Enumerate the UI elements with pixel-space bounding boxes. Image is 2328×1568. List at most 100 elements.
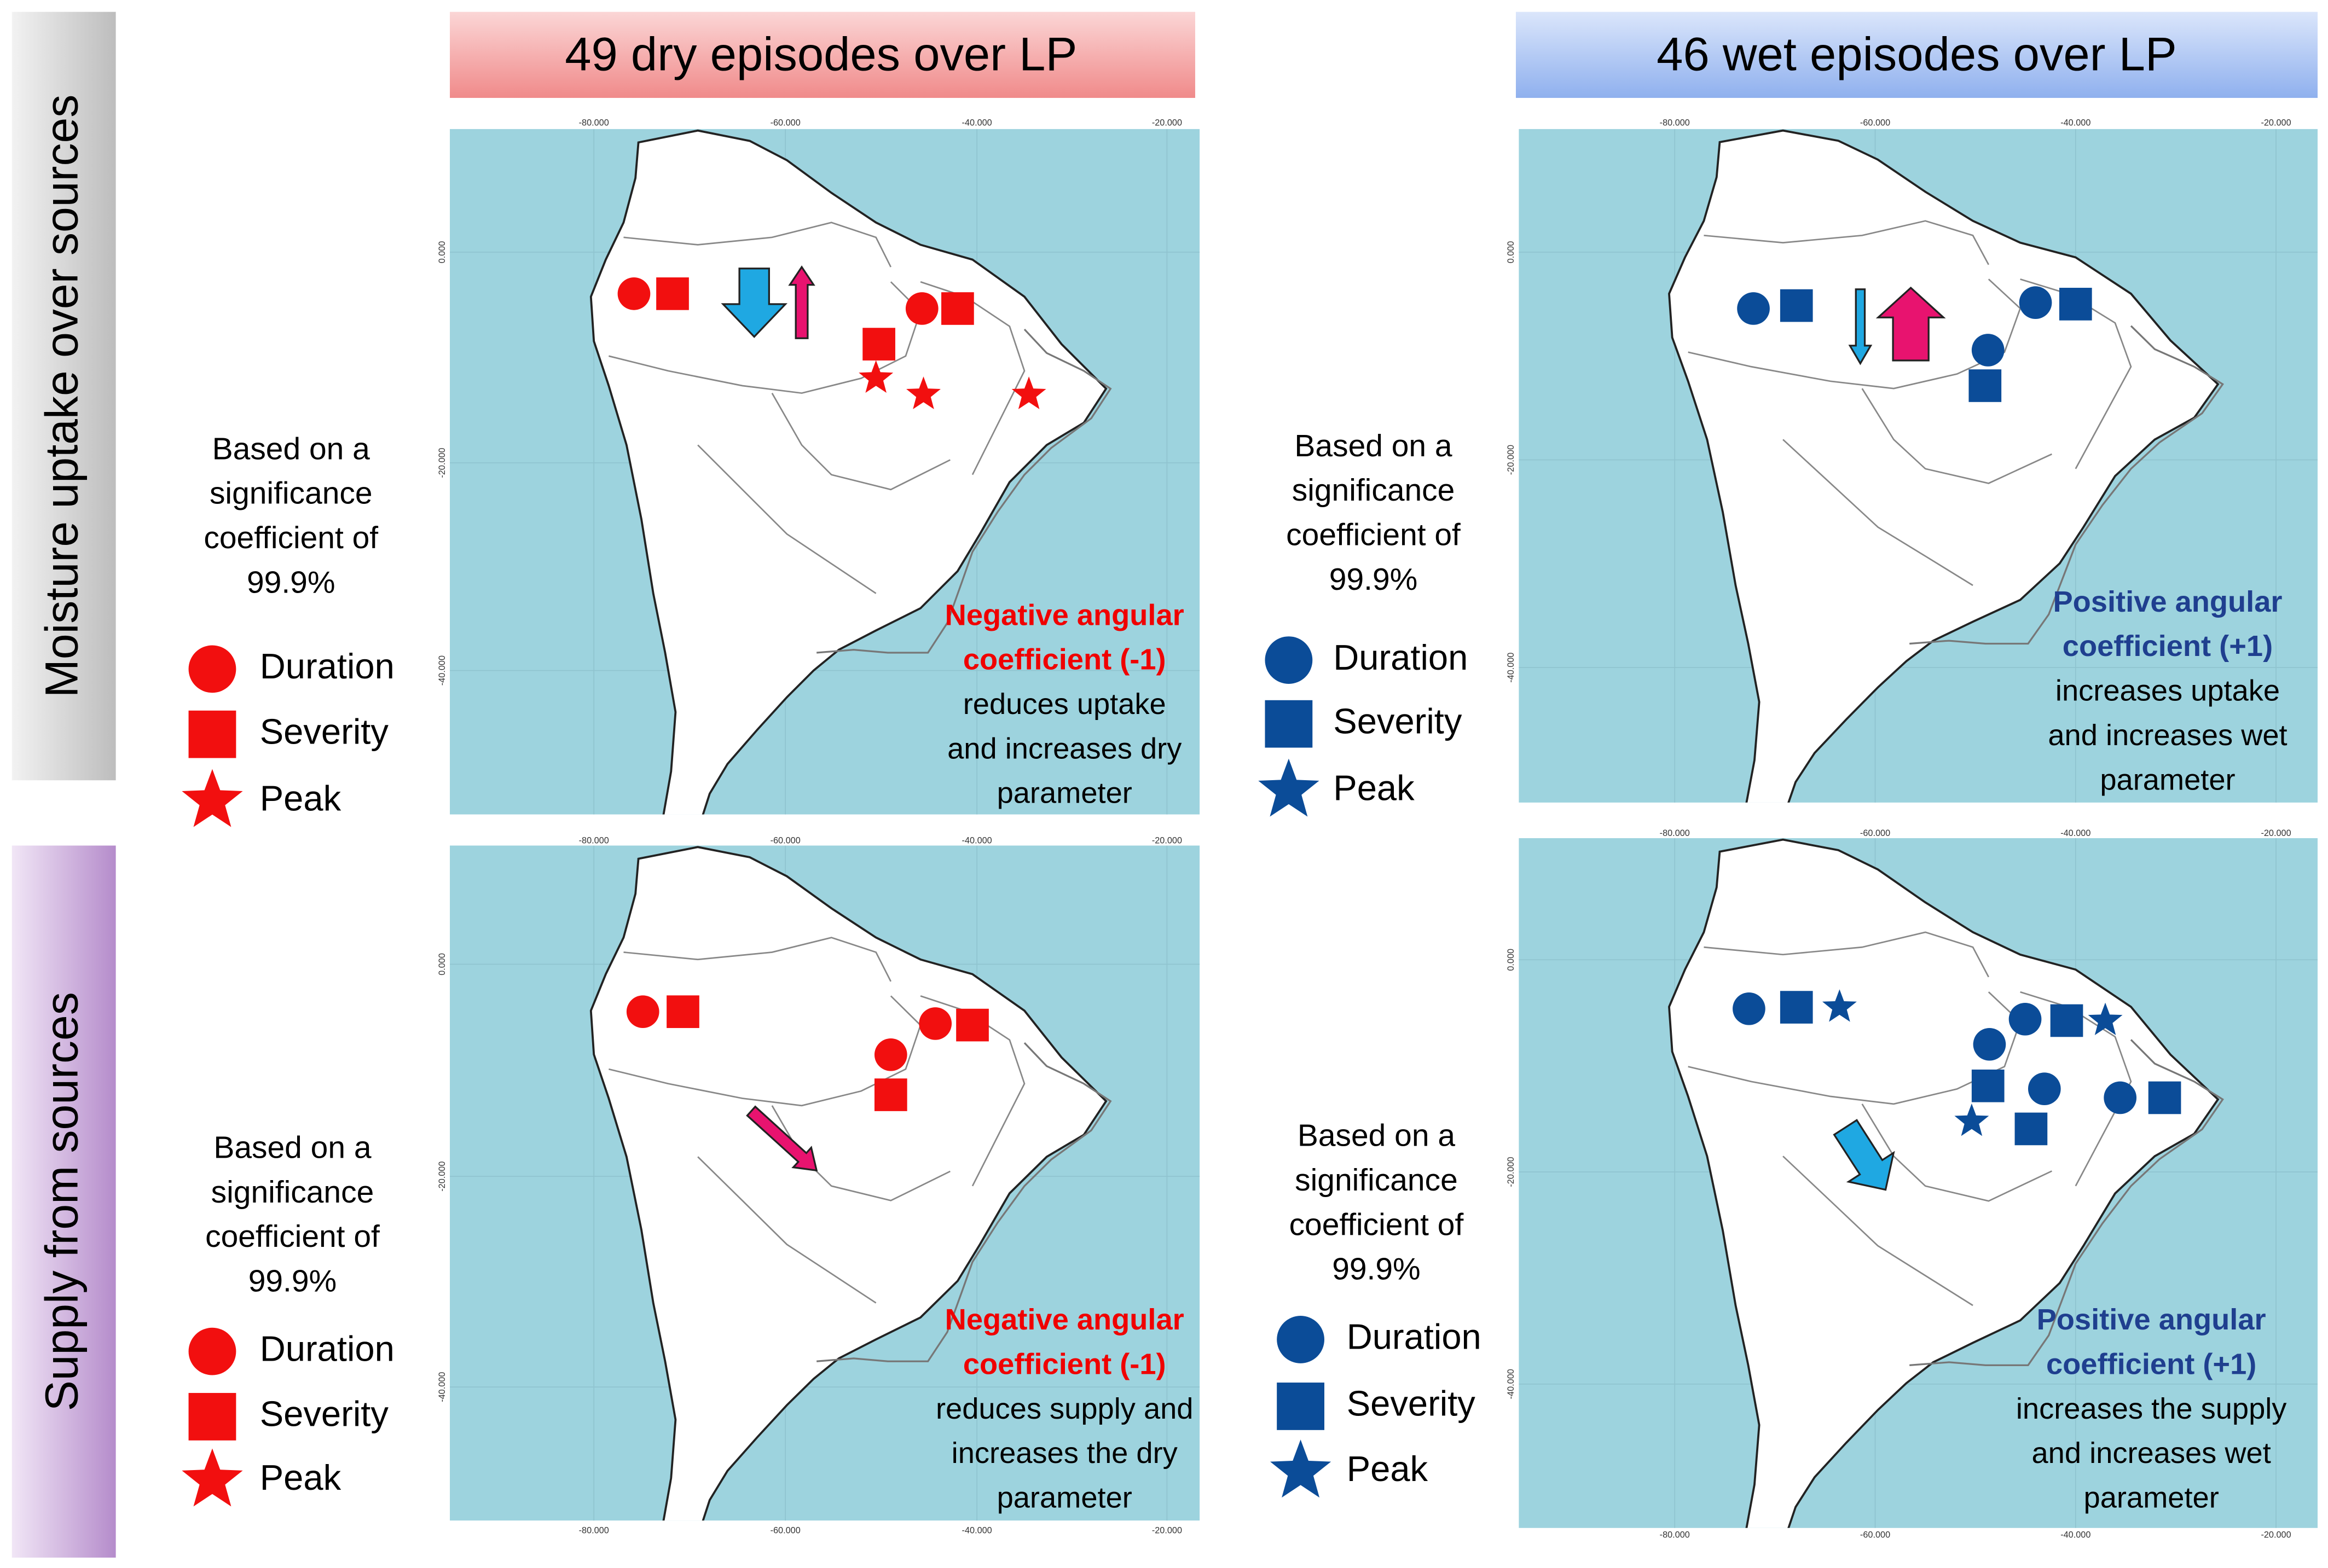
note-text: increases uptake: [2055, 675, 2280, 707]
significance-text: coefficient of: [204, 520, 378, 555]
duration-marker: [874, 1038, 907, 1071]
significance-text: Based on a: [1294, 428, 1452, 463]
trend-arrow: [1833, 1119, 1895, 1191]
eez-boundary: [816, 1042, 1112, 1362]
note-text: parameter: [2084, 1482, 2219, 1514]
note-emphasis: coefficient (-1): [963, 1348, 1166, 1381]
legend-label: Severity: [1333, 701, 1462, 741]
map-tick-label: 0.000: [437, 241, 447, 264]
severity-marker: [874, 1078, 907, 1111]
duration-marker: [1737, 292, 1770, 325]
severity-marker: [862, 328, 895, 361]
map-tick-label: -40.000: [2060, 1530, 2090, 1540]
significance-text: significance: [210, 476, 373, 511]
map-tick-label: -20.000: [2261, 118, 2291, 127]
significance-text: significance: [1295, 1163, 1458, 1198]
row-label-bar: [11, 11, 116, 781]
significance-text: 99.9%: [1332, 1252, 1420, 1287]
significance-text: coefficient of: [1289, 1207, 1464, 1242]
row-label: Supply from sources: [36, 992, 88, 1411]
map-tick-label: -20.000: [437, 1162, 447, 1192]
row-label-bar: [11, 845, 116, 1558]
map-tick-label: -40.000: [962, 836, 992, 846]
duration-marker: [2008, 1002, 2042, 1036]
severity-marker: [1780, 289, 1813, 322]
peak-marker: [182, 769, 243, 827]
significance-text: 99.9%: [1329, 562, 1417, 597]
legend-label: Severity: [1347, 1384, 1476, 1424]
trend-arrow: [1848, 288, 1873, 365]
significance-text: significance: [211, 1175, 374, 1210]
note-emphasis: Positive angular: [2037, 1303, 2266, 1336]
legend-label: Peak: [260, 778, 341, 818]
severity-marker: [1968, 369, 2002, 402]
peak-marker: [1954, 1104, 1989, 1136]
basin-boundary: [609, 995, 922, 1107]
significance-text: significance: [1292, 473, 1455, 508]
map-tick-label: -60.000: [771, 836, 801, 846]
row-label: Moisture uptake over sources: [36, 95, 88, 698]
duration-marker: [2104, 1081, 2137, 1114]
significance-text: 99.9%: [247, 565, 335, 600]
map-tick-label: 0.000: [437, 953, 447, 975]
map-tick-label: -60.000: [771, 1526, 801, 1536]
significance-text: 99.9%: [248, 1263, 337, 1298]
duration-marker: [626, 995, 659, 1029]
map-tick-label: -80.000: [1660, 828, 1690, 838]
column-title: 46 wet episodes over LP: [1657, 28, 2177, 81]
basin-boundary: [1861, 388, 2052, 484]
basin-boundary: [623, 222, 892, 268]
significance-text: coefficient of: [1286, 518, 1461, 553]
severity-marker: [956, 1008, 989, 1042]
map-tick-label: -20.000: [2261, 1530, 2291, 1540]
duration-marker: [1733, 992, 1765, 1025]
legend-label: Severity: [260, 1394, 389, 1434]
duration-marker: [1973, 1028, 2006, 1061]
note-emphasis: Negative angular: [945, 599, 1184, 631]
map-tick-label: -60.000: [1860, 1530, 1890, 1540]
map-tick-label: -40.000: [962, 1526, 992, 1536]
duration-marker: [919, 1007, 952, 1040]
peak-marker: [1011, 376, 1046, 409]
note-emphasis: Negative angular: [945, 1303, 1184, 1336]
map-tick-label: -40.000: [2060, 118, 2090, 127]
trend-arrow: [1875, 286, 1946, 362]
note-text: parameter: [997, 777, 1132, 810]
map-tick-label: -80.000: [579, 118, 609, 127]
note-text: and increases wet: [2048, 719, 2287, 752]
legend-label: Duration: [260, 1328, 395, 1368]
severity-marker: [941, 292, 974, 325]
legend-label: Peak: [260, 1457, 341, 1497]
significance-text: Based on a: [213, 1130, 371, 1165]
map-tick-label: -40.000: [962, 118, 992, 127]
map-tick-label: -80.000: [579, 1526, 609, 1536]
duration-marker: [1265, 636, 1313, 684]
map-tick-label: -20.000: [2261, 828, 2291, 838]
legend-label: Duration: [1347, 1317, 1481, 1357]
map-tick-label: -40.000: [1506, 1369, 1516, 1399]
severity-marker: [2059, 288, 2092, 321]
map-tick-label: -20.000: [1152, 1526, 1182, 1536]
duration-marker: [1971, 334, 2005, 367]
severity-marker: [1265, 700, 1313, 748]
duration-marker: [2019, 286, 2052, 319]
note-emphasis: coefficient (-1): [963, 643, 1166, 676]
map-tick-label: -80.000: [579, 836, 609, 846]
legend-label: Peak: [1333, 768, 1415, 808]
basin-boundary: [1704, 931, 1990, 978]
note-emphasis: coefficient (+1): [2046, 1348, 2256, 1381]
map-tick-label: -60.000: [771, 118, 801, 127]
continent: [589, 129, 1108, 815]
basin-boundary: [697, 1156, 877, 1304]
peak-marker: [182, 1448, 243, 1507]
duration-marker: [1277, 1316, 1325, 1363]
duration-marker: [188, 645, 236, 693]
title-bar: [1515, 11, 2318, 98]
basin-boundary: [1688, 278, 2022, 390]
basin-boundary: [623, 937, 892, 982]
basin-boundary: [1861, 1104, 2052, 1202]
trend-arrow: [788, 265, 815, 339]
peak-marker: [2088, 1002, 2123, 1036]
map-tick-label: 0.000: [1506, 241, 1516, 264]
basin-boundary: [1704, 220, 1990, 265]
